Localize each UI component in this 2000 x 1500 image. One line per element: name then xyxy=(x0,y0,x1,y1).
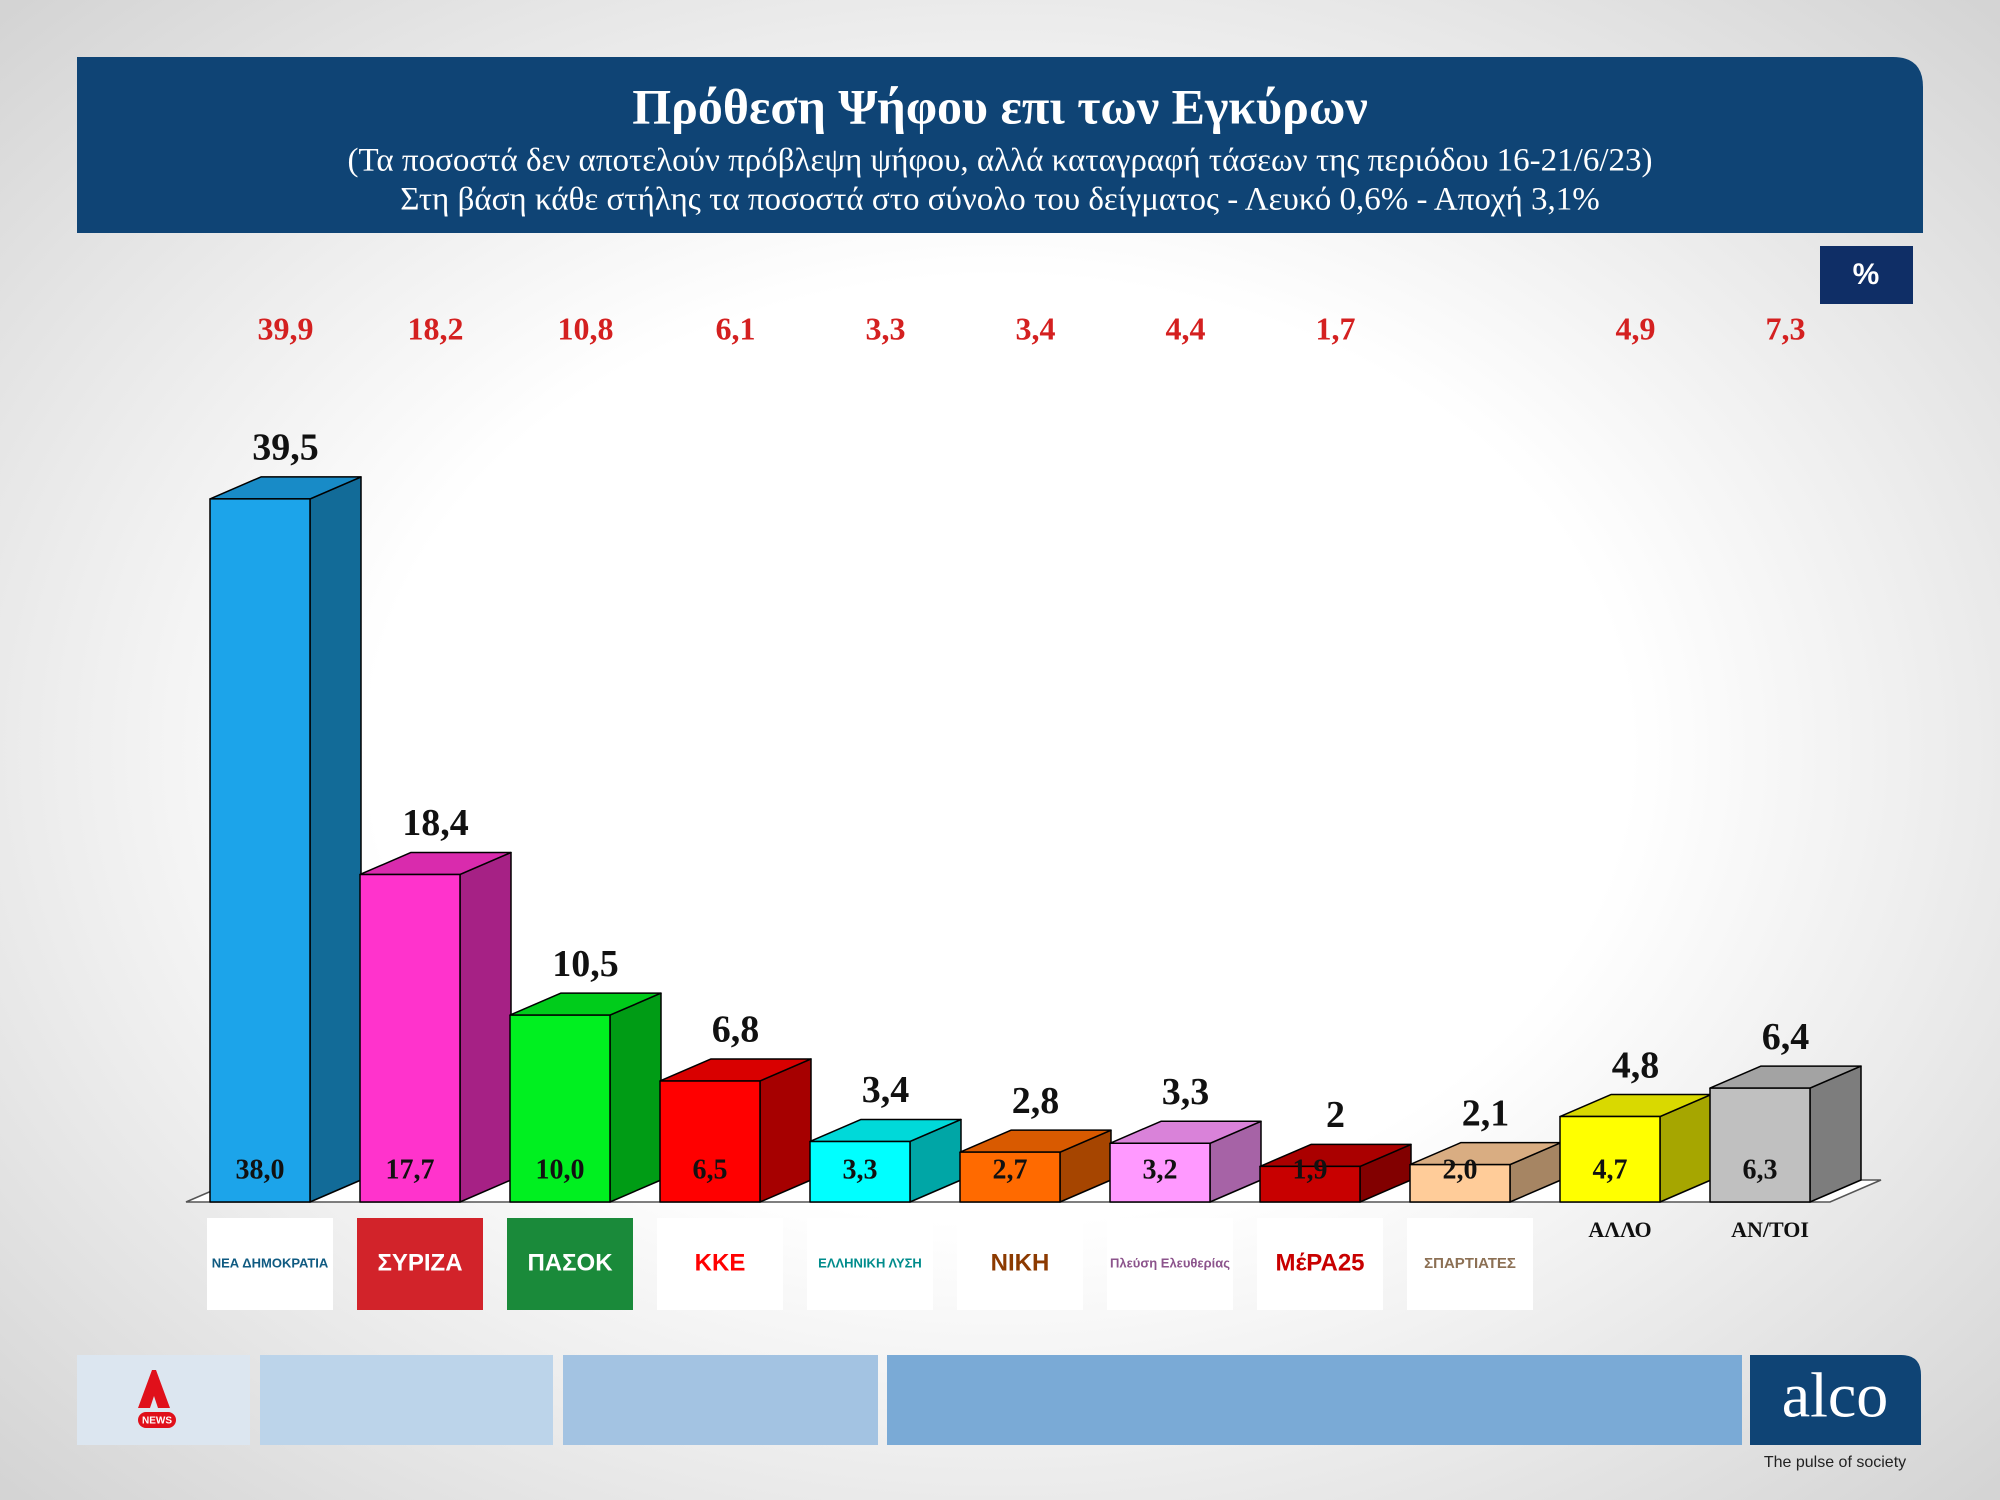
bar xyxy=(509,1014,611,1203)
value-label: 2,8 xyxy=(1012,1080,1060,1122)
unit-box xyxy=(1820,246,1913,304)
brand-tagline: The pulse of society xyxy=(1764,1454,1906,1471)
base-value-label: 4,7 xyxy=(1593,1154,1628,1185)
value-label: 3,3 xyxy=(1162,1071,1210,1113)
party-logo xyxy=(207,1218,333,1310)
previous-value-label: 1,7 xyxy=(1316,310,1356,346)
bar xyxy=(659,1080,761,1203)
previous-value-label: 3,4 xyxy=(1016,310,1056,346)
brand-name: alco xyxy=(1782,1360,1889,1431)
footer-block xyxy=(260,1355,553,1445)
channel-badge xyxy=(138,1412,176,1428)
category-label: ΑΝ/ΤΟΙ xyxy=(1731,1217,1809,1242)
previous-value-label: 4,4 xyxy=(1166,310,1206,346)
party-logo xyxy=(507,1218,633,1310)
previous-value-label: 7,3 xyxy=(1766,310,1806,346)
bar xyxy=(209,498,311,1203)
bar-side xyxy=(759,1058,812,1203)
bar xyxy=(809,1140,911,1203)
value-label: 4,8 xyxy=(1612,1044,1660,1086)
value-label: 39,5 xyxy=(252,427,319,469)
bar-side xyxy=(1809,1065,1862,1203)
value-label: 6,4 xyxy=(1762,1016,1810,1058)
party-logo xyxy=(957,1218,1083,1310)
channel-name: NEWS xyxy=(142,1416,172,1427)
bar xyxy=(1409,1163,1511,1203)
category-label: Πλεύση Ελευθερίας xyxy=(1110,1255,1230,1270)
category-label: ΠΑΣΟΚ xyxy=(527,1249,613,1276)
category-label: ΝΙΚΗ xyxy=(991,1249,1050,1276)
bar xyxy=(1259,1165,1361,1203)
party-logo xyxy=(1257,1218,1383,1310)
base-value-label: 2,0 xyxy=(1443,1154,1478,1185)
previous-value-label: 18,2 xyxy=(408,310,464,346)
previous-value-label: 10,8 xyxy=(558,310,614,346)
value-label: 3,4 xyxy=(862,1069,910,1111)
bar-side xyxy=(459,851,512,1203)
bars: 39,5 38,0 39,9 ΝΕΑ ΔΗΜΟΚΡΑΤΙΑ 18,4 17,7 18,2 ΣΥ… xyxy=(207,310,1862,1310)
previous-value-label: 4,9 xyxy=(1616,310,1656,346)
footer-block xyxy=(563,1355,878,1445)
value-label: 18,4 xyxy=(402,802,469,844)
unit-label: % xyxy=(1853,258,1880,291)
category-label: ΑΛΛΟ xyxy=(1588,1217,1651,1242)
party-logo xyxy=(657,1218,783,1310)
base-value-label: 6,3 xyxy=(1743,1154,1778,1185)
chart-subtitle: (Τα ποσοστά δεν αποτελούν πρόβλεψη ψήφου… xyxy=(348,143,1653,179)
base-value-label: 3,2 xyxy=(1143,1154,1178,1185)
value-label: 2 xyxy=(1326,1094,1345,1136)
base-value-label: 10,0 xyxy=(536,1154,585,1185)
previous-value-label: 6,1 xyxy=(716,310,756,346)
bar xyxy=(1559,1115,1661,1203)
header-band xyxy=(77,57,1923,233)
base-value-label: 3,3 xyxy=(843,1154,878,1185)
footer-block xyxy=(887,1355,1742,1445)
base-value-label: 38,0 xyxy=(236,1154,285,1185)
bar xyxy=(959,1151,1061,1203)
category-label: ΚΚΕ xyxy=(695,1249,746,1276)
bar xyxy=(359,873,461,1203)
base-value-label: 6,5 xyxy=(693,1154,728,1185)
value-label: 10,5 xyxy=(552,943,619,985)
party-logo xyxy=(357,1218,483,1310)
previous-value-label: 39,9 xyxy=(258,310,314,346)
bar xyxy=(1109,1142,1211,1203)
category-label: ΣΥΡΙΖΑ xyxy=(377,1249,462,1276)
base-value-label: 17,7 xyxy=(386,1154,435,1185)
base-value-label: 2,7 xyxy=(993,1154,1028,1185)
bar xyxy=(1709,1087,1811,1203)
bar-side xyxy=(309,476,362,1203)
value-label: 2,1 xyxy=(1462,1092,1510,1134)
party-logo xyxy=(1107,1218,1233,1310)
category-label: ΕΛΛΗΝΙΚΗ ΛΥΣΗ xyxy=(818,1255,922,1270)
brand-box xyxy=(1750,1355,1921,1445)
previous-value-label: 3,3 xyxy=(866,310,906,346)
chart-title: Πρόθεση Ψήφου επι των Εγκύρων xyxy=(632,78,1368,134)
category-label: ΣΠΑΡΤΙΑΤΕΣ xyxy=(1424,1255,1516,1272)
channel-logo xyxy=(138,1370,170,1408)
category-label: ΜέΡΑ25 xyxy=(1275,1249,1364,1276)
bar-side xyxy=(609,992,662,1203)
chart-note: Στη βάση κάθε στήλης τα ποσοστά στο σύνο… xyxy=(400,182,1600,218)
value-label: 6,8 xyxy=(712,1009,760,1051)
party-logo xyxy=(807,1218,933,1310)
party-logo xyxy=(1407,1218,1533,1310)
category-label: ΝΕΑ ΔΗΜΟΚΡΑΤΙΑ xyxy=(212,1255,329,1270)
base-value-label: 1,9 xyxy=(1293,1154,1328,1185)
